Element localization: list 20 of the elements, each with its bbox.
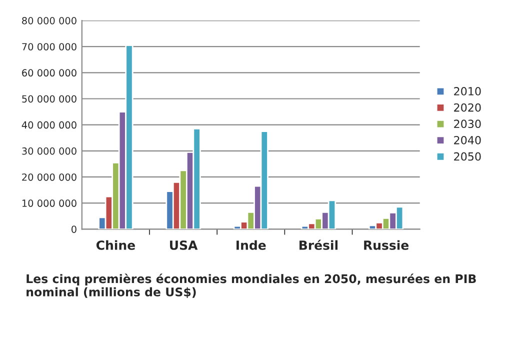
y-tick-label: 60 000 000 <box>22 69 76 77</box>
text: Les cinq premières économies mondiales en 2050, mesurées en PIB nominal (millions de US$) <box>26 274 476 298</box>
x-tick-label: Russie <box>364 240 409 250</box>
y-tick-label: 10 000 000 <box>22 200 76 207</box>
x-tick-label: Chine <box>96 240 135 250</box>
y-tick-label: 40 000 000 <box>22 121 76 129</box>
y-tick-label: 20 000 000 <box>22 173 76 181</box>
y-tick-label: 80 000 000 <box>22 17 76 24</box>
x-tick-label: USA <box>170 240 198 250</box>
legend-label: 2010 <box>454 87 481 96</box>
x-tick-label: Brésil <box>300 240 338 250</box>
legend-label: 2030 <box>454 120 481 128</box>
y-tick-label: 50 000 000 <box>22 95 76 103</box>
y-tick-label: 30 000 000 <box>22 147 76 155</box>
y-tick-label: 70 000 000 <box>22 43 76 50</box>
legend-label: 2040 <box>454 136 481 144</box>
legend-label: 2020 <box>454 103 481 112</box>
y-tick-label: 0 <box>72 226 76 233</box>
x-tick-label: Inde <box>236 240 266 250</box>
legend-label: 2050 <box>454 152 481 161</box>
